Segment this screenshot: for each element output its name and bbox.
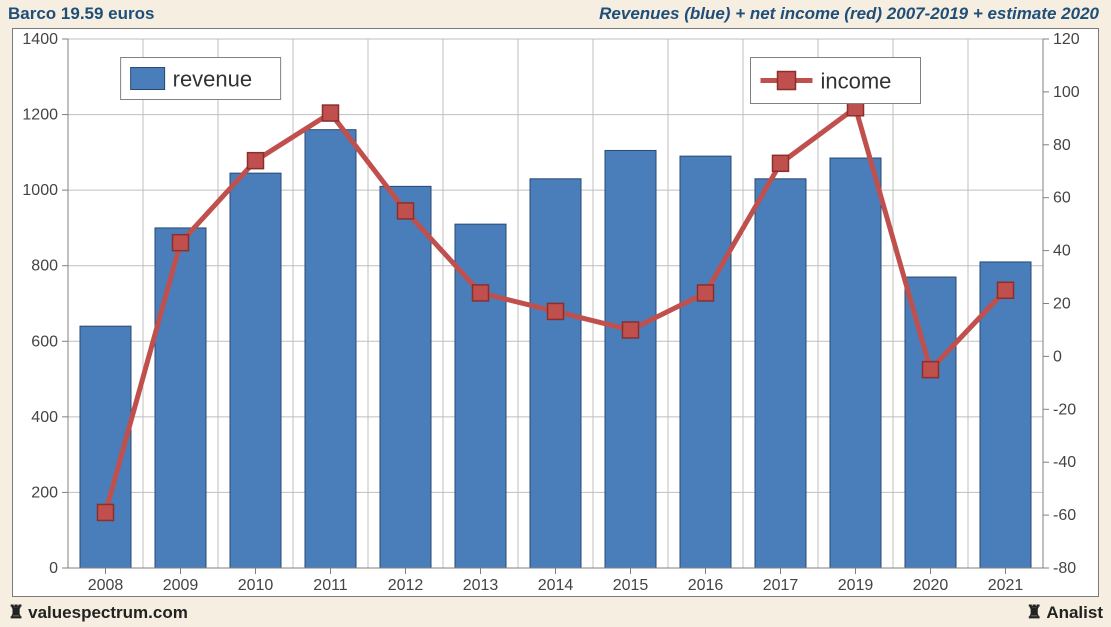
y-right-tick-label: -80: [1053, 560, 1076, 577]
y-right-tick-label: -60: [1053, 507, 1076, 524]
chart-frame: Barco 19.59 euros Revenues (blue) + net …: [0, 0, 1111, 627]
bar: [155, 228, 206, 568]
y-right-tick-label: 60: [1053, 190, 1071, 207]
y-left-tick-label: 1000: [22, 182, 58, 199]
y-right-tick-label: 40: [1053, 243, 1071, 260]
income-marker: [173, 235, 189, 251]
income-marker: [473, 285, 489, 301]
x-tick-label: 2013: [463, 577, 499, 594]
income-marker: [923, 362, 939, 378]
y-right-tick-label: -40: [1053, 454, 1076, 471]
y-left-tick-label: 0: [49, 560, 58, 577]
footer-left: ♜valuespectrum.com: [8, 603, 188, 623]
chart-svg: 0 200 400 600 800 1000 1200 1400 -80 -60 -40 -20 0 20…: [13, 29, 1098, 596]
footer-left-text: valuespectrum.com: [28, 603, 188, 622]
income-marker: [548, 303, 564, 319]
income-marker: [323, 105, 339, 121]
y-right-tick-label: 80: [1053, 137, 1071, 154]
y-left-tick-label: 1400: [22, 31, 58, 48]
y-right-tick-label: -20: [1053, 401, 1076, 418]
bar: [605, 150, 656, 568]
x-tick-label: 2014: [538, 577, 574, 594]
bar: [230, 173, 281, 568]
rook-icon: ♜: [1026, 603, 1042, 621]
legend-revenue-label: revenue: [173, 67, 253, 92]
income-marker: [623, 322, 639, 338]
footer: ♜valuespectrum.com ♜Analist: [8, 603, 1103, 623]
y-left-tick-label: 400: [31, 409, 58, 426]
bar: [905, 277, 956, 568]
bar: [380, 186, 431, 568]
x-tick-label: 2019: [838, 577, 874, 594]
x-tick-label: 2012: [388, 577, 424, 594]
y-right-tick-label: 100: [1053, 84, 1080, 101]
income-marker: [398, 203, 414, 219]
y-left-tick-label: 600: [31, 333, 58, 350]
bar: [530, 179, 581, 568]
income-marker: [773, 155, 789, 171]
x-tick-label: 2021: [988, 577, 1024, 594]
y-right-tick-label: 120: [1053, 31, 1080, 48]
x-tick-label: 2011: [313, 577, 348, 594]
y-right-tick-label: 0: [1053, 348, 1062, 365]
title-left: Barco 19.59 euros: [8, 4, 154, 24]
x-tick-label: 2017: [763, 577, 799, 594]
bar: [755, 179, 806, 568]
x-tick-label: 2009: [163, 577, 199, 594]
rook-icon: ♜: [8, 603, 24, 621]
income-marker: [698, 285, 714, 301]
y-left-tick-label: 200: [31, 484, 58, 501]
title-right: Revenues (blue) + net income (red) 2007-…: [599, 4, 1099, 24]
bar: [680, 156, 731, 568]
footer-right-text: Analist: [1046, 603, 1103, 622]
y-right-tick-label: 20: [1053, 296, 1071, 313]
income-marker: [98, 504, 114, 520]
x-tick-label: 2015: [613, 577, 649, 594]
x-tick-label: 2010: [238, 577, 274, 594]
bar: [305, 130, 356, 568]
footer-right: ♜Analist: [1026, 603, 1103, 623]
income-marker: [998, 282, 1014, 298]
y-left-tick-label: 800: [31, 258, 58, 275]
bar: [830, 158, 881, 568]
x-tick-label: 2008: [88, 577, 124, 594]
y-left-tick-label: 1200: [22, 107, 58, 124]
legend-revenue-swatch: [131, 68, 165, 90]
legend-income-marker: [778, 72, 796, 90]
legend-income-label: income: [821, 69, 892, 94]
x-tick-label: 2016: [688, 577, 724, 594]
income-marker: [248, 153, 264, 169]
x-tick-label: 2020: [913, 577, 949, 594]
plot-area: 0 200 400 600 800 1000 1200 1400 -80 -60 -40 -20 0 20…: [12, 28, 1099, 597]
